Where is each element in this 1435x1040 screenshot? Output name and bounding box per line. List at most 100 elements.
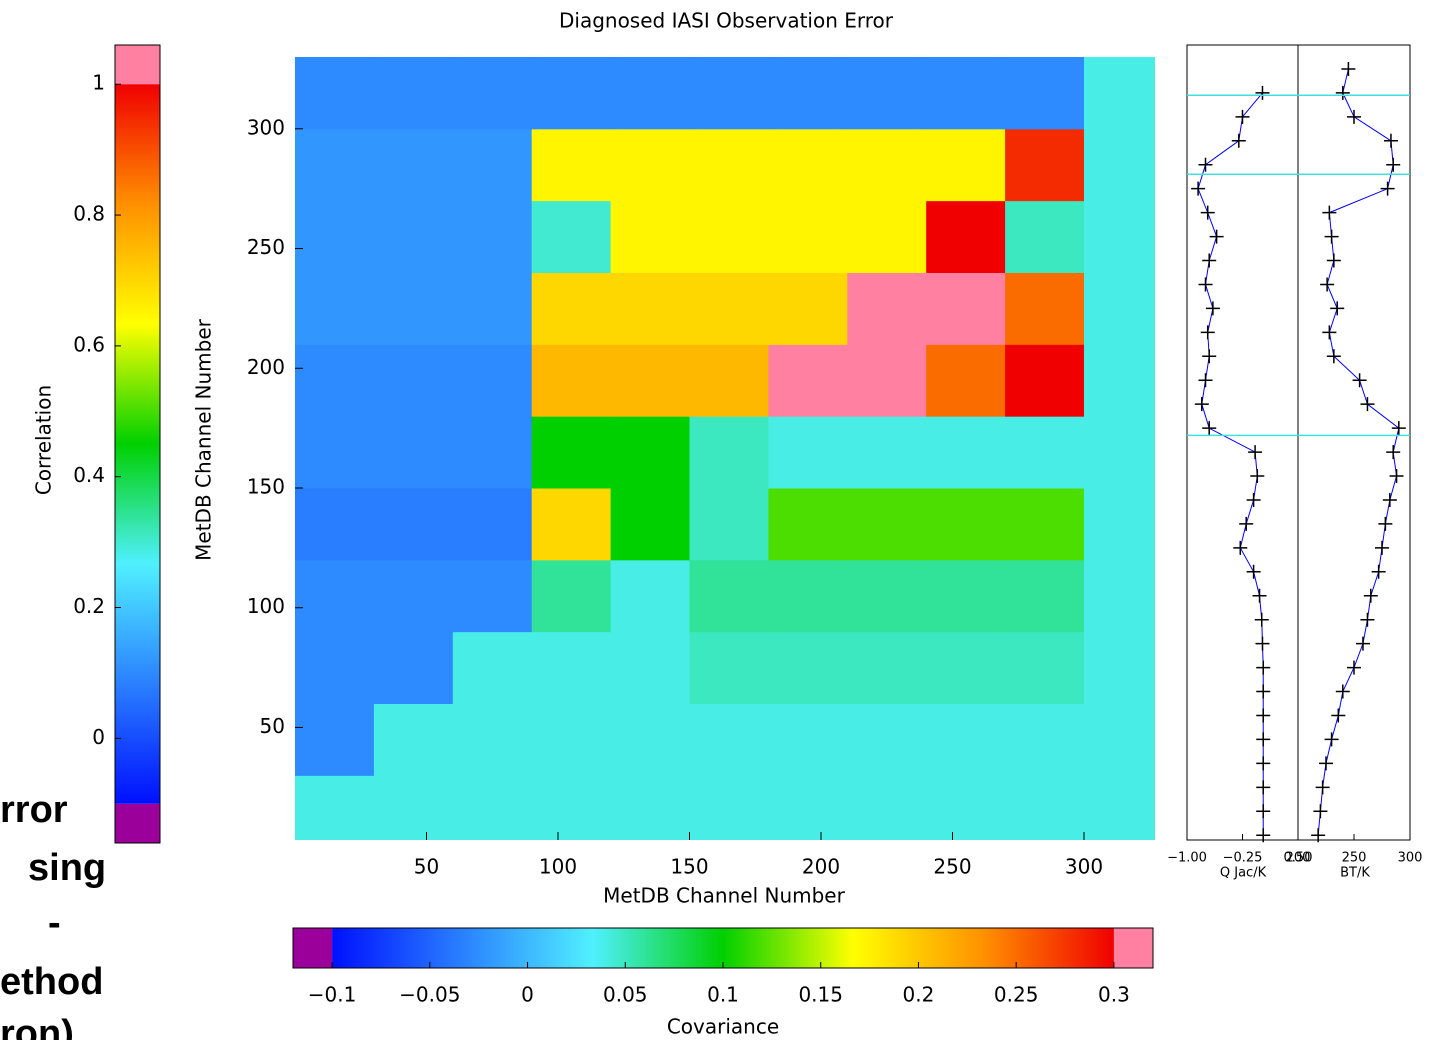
profile-marker xyxy=(1256,804,1271,819)
heatmap-cell xyxy=(610,775,690,840)
heatmap-cell xyxy=(295,200,375,273)
profile-marker xyxy=(1335,85,1350,100)
heatmap-cell xyxy=(689,200,769,273)
heatmap-cell xyxy=(610,56,690,130)
x-tick-label: −0.25 xyxy=(1223,851,1263,866)
x-axis-label: BT/K xyxy=(1340,866,1370,881)
heatmap-cell xyxy=(689,128,769,202)
heatmap-cell xyxy=(1005,487,1085,561)
heatmap-cell xyxy=(373,559,454,633)
profile-marker xyxy=(1231,133,1246,148)
profile-marker xyxy=(1239,516,1254,531)
y-axis-label: MetDB Channel Number xyxy=(192,318,216,560)
y-tick-label: 300 xyxy=(247,115,285,139)
heatmap-cell xyxy=(926,559,1006,633)
profile-marker xyxy=(1386,157,1401,172)
heatmap-cell xyxy=(768,272,848,345)
profile-marker xyxy=(1391,421,1406,436)
heatmap-cell xyxy=(689,487,769,561)
profile-marker xyxy=(1255,85,1270,100)
heatmap-cell xyxy=(452,272,533,345)
heatmap-cell xyxy=(295,344,375,417)
heatmap-cell xyxy=(531,775,612,840)
profile-marker xyxy=(1256,756,1271,771)
colorbar-label: Covariance xyxy=(667,1015,779,1039)
heatmap-cell xyxy=(1005,56,1085,130)
colorbar xyxy=(115,84,160,804)
profile-marker xyxy=(1360,397,1375,412)
heatmap-cell xyxy=(295,631,375,705)
profile-marker xyxy=(1205,301,1220,316)
heatmap-cell xyxy=(531,703,612,776)
profile-marker xyxy=(1371,564,1386,579)
heatmap-cell xyxy=(926,775,1006,840)
profile-marker xyxy=(1233,540,1248,555)
x-tick-label: 200 xyxy=(802,855,840,879)
x-tick-label: 200 xyxy=(1286,851,1311,866)
cropped-text: - xyxy=(48,902,61,944)
colorbar-tick-label: 0.15 xyxy=(798,983,843,1007)
heatmap-cell xyxy=(1083,487,1155,561)
heatmap-cell xyxy=(452,56,533,130)
profile-marker xyxy=(1250,469,1265,484)
heatmap-cell xyxy=(531,56,612,130)
heatmap-cell xyxy=(295,487,375,561)
profile-marker xyxy=(1256,660,1271,675)
x-tick-label: 300 xyxy=(1065,855,1103,879)
heatmap-cell xyxy=(452,416,533,489)
heatmap-cell xyxy=(531,272,612,345)
profile-marker xyxy=(1191,181,1206,196)
profile-marker xyxy=(1386,445,1401,460)
profile-marker xyxy=(1341,61,1356,76)
heatmap-cell xyxy=(926,487,1006,561)
heatmap-cell xyxy=(1083,703,1155,776)
profile-marker xyxy=(1363,588,1378,603)
y-tick-label: 200 xyxy=(247,355,285,379)
colorbar-tick-label: 0.6 xyxy=(73,332,105,356)
heatmap-cell xyxy=(1005,200,1085,273)
heatmap-cell xyxy=(768,631,848,705)
heatmap-cell xyxy=(531,559,612,633)
heatmap-cell xyxy=(847,559,927,633)
heatmap-cell xyxy=(926,272,1006,345)
heatmap-cell xyxy=(610,487,690,561)
heatmap-cell xyxy=(295,775,375,840)
heatmap-cell xyxy=(610,703,690,776)
heatmap-cell xyxy=(768,200,848,273)
colorbar-tick-label: 0.4 xyxy=(73,463,105,487)
colorbar-under xyxy=(115,803,160,843)
profile-marker xyxy=(1235,109,1250,124)
heatmap-cell xyxy=(768,128,848,202)
profile-marker xyxy=(1202,421,1217,436)
heatmap-cell xyxy=(452,344,533,417)
heatmap-cell xyxy=(531,200,612,273)
heatmap-cell xyxy=(610,128,690,202)
profile-marker xyxy=(1331,708,1346,723)
colorbar-tick-label: −0.1 xyxy=(308,983,357,1007)
y-tick-label: 150 xyxy=(247,474,285,498)
colorbar xyxy=(332,928,1114,968)
heatmap-cell xyxy=(1005,559,1085,633)
y-tick-label: 100 xyxy=(247,594,285,618)
heatmap-cell xyxy=(295,416,375,489)
heatmap-cell xyxy=(373,775,454,840)
x-tick-label: −1.00 xyxy=(1167,851,1207,866)
profile-marker xyxy=(1200,205,1215,220)
heatmap-cell xyxy=(847,631,927,705)
profile-marker xyxy=(1324,732,1339,747)
x-tick-label: 150 xyxy=(670,855,708,879)
profile-marker xyxy=(1248,445,1263,460)
heatmap-cell xyxy=(373,56,454,130)
colorbar-tick-label: 0.2 xyxy=(903,983,935,1007)
heatmap-cell xyxy=(1005,631,1085,705)
heatmap-cell xyxy=(610,559,690,633)
heatmap-cell xyxy=(689,775,769,840)
colorbar-over xyxy=(115,45,160,85)
heatmap-cell xyxy=(689,272,769,345)
profile-marker xyxy=(1360,612,1375,627)
heatmap-cell xyxy=(1083,200,1155,273)
profile-line xyxy=(1197,92,1264,836)
heatmap-cell xyxy=(452,128,533,202)
colorbar-over xyxy=(1113,928,1153,968)
